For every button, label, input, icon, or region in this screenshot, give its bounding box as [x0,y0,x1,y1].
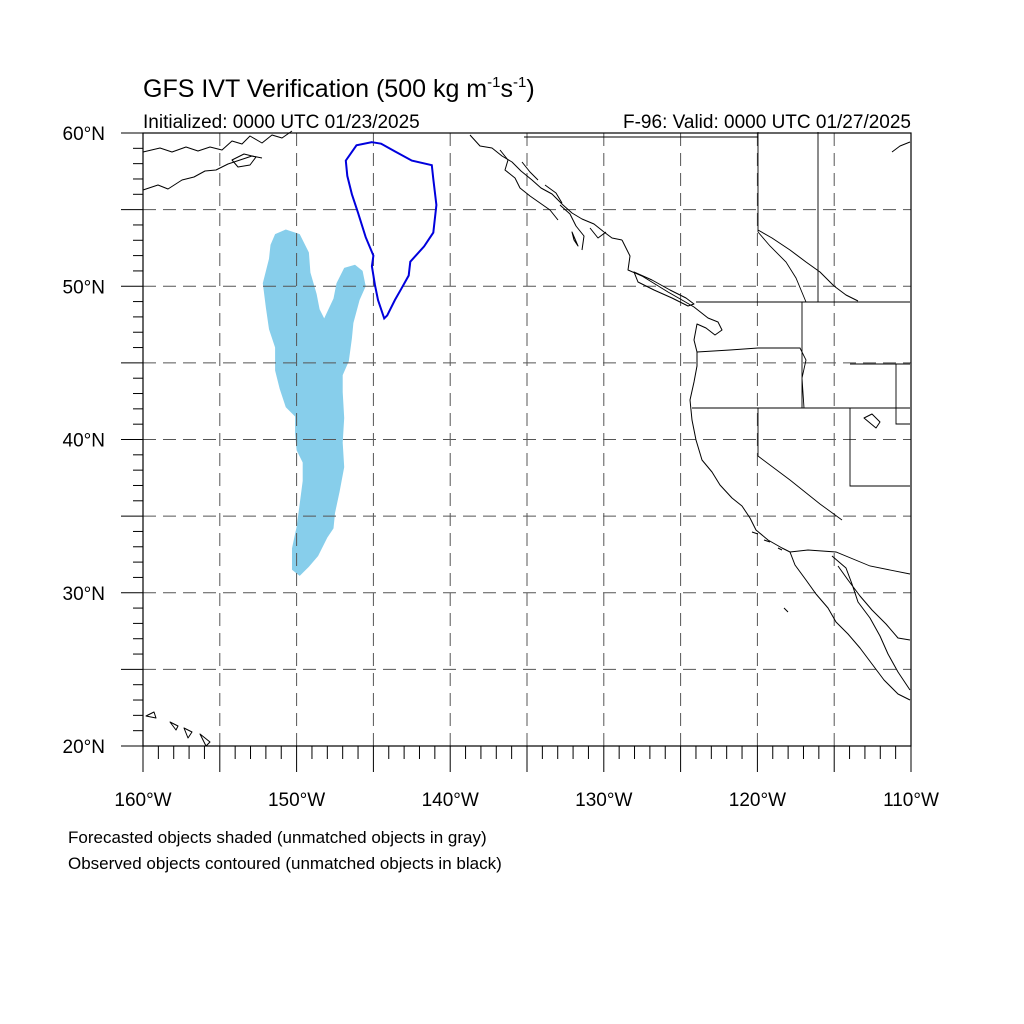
observed-ivt-contour [344,141,438,321]
map-title: GFS IVT Verification (500 kg m-1s-1) [143,74,535,103]
mexico-us-border [789,549,911,575]
map-frame [142,132,912,747]
bc-alberta-border [757,132,819,303]
lat-label: 60°N [63,124,105,145]
forecast-objects-layer [262,229,366,576]
forecast-note: Forecasted objects shaded (unmatched obj… [68,828,487,847]
title-mid: s [500,75,513,103]
axis-ticks [121,132,912,772]
yukon-bc-border [524,132,759,232]
initialized-label: Initialized: 0000 UTC 01/23/2025 [143,112,420,133]
alaska-coastline [142,130,623,241]
lat-label: 40°N [63,431,105,452]
valid-label: F-96: Valid: 0000 UTC 01/27/2025 [623,112,911,133]
great-salt-lake [863,413,881,429]
title-close: ) [526,75,534,103]
vancouver-island [633,271,695,307]
lat-label: 30°N [63,584,105,605]
hawaii-islands [145,711,211,747]
lon-label: 120°W [729,790,786,811]
channel-islands [751,531,789,613]
lat-lon-grid [143,133,911,746]
gulf-of-california [831,555,911,691]
hudson-bay-coast [757,229,859,302]
far-ne-coast [891,141,911,153]
title-exp-2: -1 [513,74,526,91]
lat-label: 50°N [63,277,105,298]
lon-label: 150°W [268,790,325,811]
axis-labels: 160°W 150°W 140°W 130°W 120°W 110°W 60°N 50°N 40… [63,124,939,811]
observed-objects-layer [344,141,438,321]
lat-label: 20°N [63,737,105,758]
pacific-coastline [621,239,911,701]
lon-label: 140°W [422,790,479,811]
alaska-panhandle-islands [499,149,607,251]
map-area [142,130,911,747]
kodiak-island [231,153,257,168]
observed-note: Observed objects contoured (unmatched ob… [68,854,502,873]
lon-label: 160°W [114,790,171,811]
forecast-ivt-object [262,229,366,576]
lon-label: 110°W [883,790,939,811]
coastlines-and-borders [142,130,911,747]
state-borders [692,302,910,521]
lon-label: 130°W [575,790,632,811]
title-exp-1: -1 [487,74,500,91]
title-main: GFS IVT Verification (500 kg m [143,75,487,103]
